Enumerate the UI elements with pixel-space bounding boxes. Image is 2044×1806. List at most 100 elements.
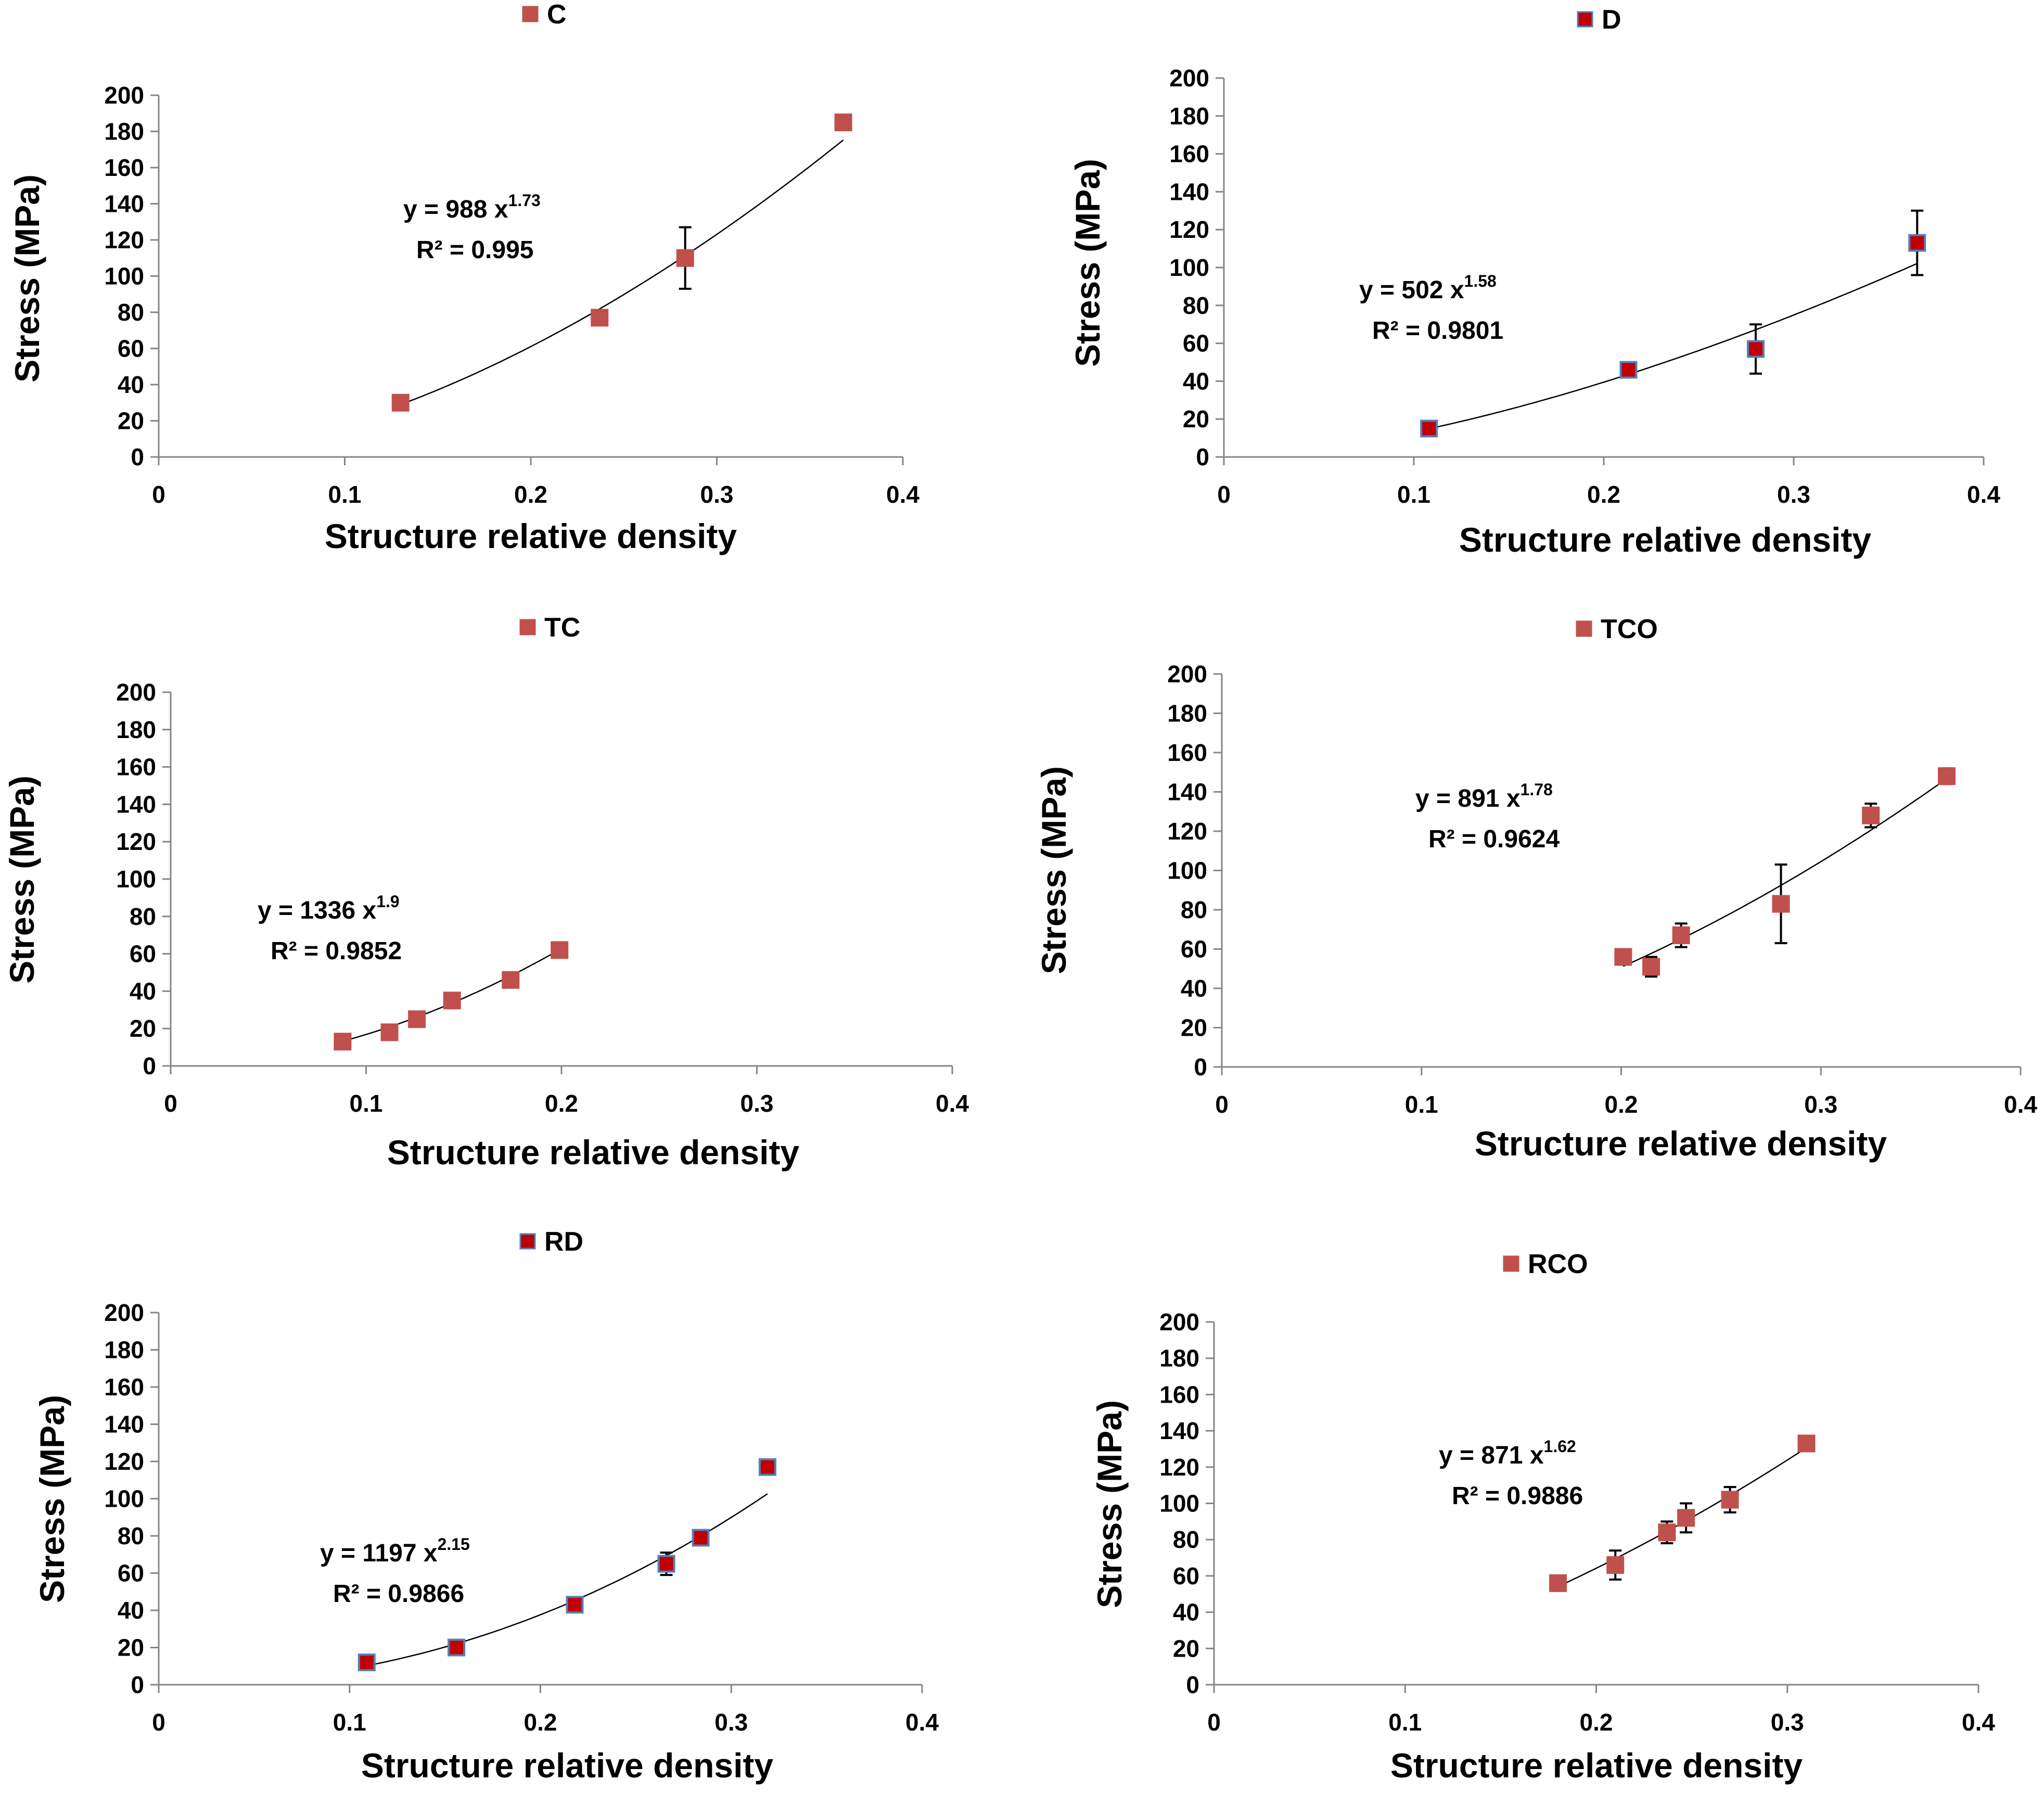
y-tick-label: 120 — [1167, 818, 1207, 845]
y-tick-label: 100 — [116, 866, 156, 893]
y-tick-label: 200 — [104, 82, 144, 109]
data-point — [357, 1654, 376, 1672]
data-point — [834, 113, 852, 132]
y-tick-label: 40 — [130, 977, 156, 1004]
x-tick-label: 0.1 — [328, 481, 362, 508]
y-tick-label: 40 — [1183, 367, 1209, 395]
x-tick-label: 0.1 — [350, 1090, 383, 1117]
fit-equation: y = 891 x1.78 — [1415, 780, 1553, 812]
y-tick-label: 80 — [1173, 1526, 1199, 1553]
legend-marker — [1576, 620, 1592, 637]
power-fit-curve — [1428, 263, 1918, 429]
data-point — [1772, 895, 1790, 913]
data-point — [676, 249, 694, 267]
data-point — [408, 1010, 426, 1028]
y-tick-label: 0 — [1196, 443, 1209, 470]
data-point — [1797, 1434, 1816, 1453]
legend-label: TC — [544, 613, 580, 643]
y-tick-label: 60 — [118, 335, 144, 362]
y-tick-label: 20 — [118, 408, 144, 435]
y-tick-label: 140 — [1159, 1417, 1199, 1444]
x-tick-label: 0.3 — [1804, 1091, 1837, 1118]
fit-r-squared: R² = 0.995 — [416, 236, 533, 264]
chart-rco: 0 20 40 60 80 100 120 140 160 180 200 0 0.1 0.2 0.3 0.4… — [1090, 1249, 1995, 1785]
y-tick-label: 200 — [104, 1299, 144, 1326]
fit-equation: y = 502 x1.58 — [1359, 272, 1497, 304]
y-tick-label: 100 — [104, 263, 144, 290]
chart-tco: 0 20 40 60 80 100 120 140 160 180 200 0 0.1 0.2 0.3 0.4… — [1034, 614, 2037, 1163]
y-tick-label: 180 — [104, 118, 144, 145]
y-tick-label: 160 — [1159, 1381, 1199, 1408]
y-tick-label: 20 — [1181, 1014, 1207, 1041]
y-tick-label: 20 — [1173, 1635, 1199, 1662]
x-axis-label: Structure relative density — [1459, 520, 1872, 559]
fit-equation: y = 1336 x1.9 — [258, 892, 400, 924]
chart-rd: 0 20 40 60 80 100 120 140 160 180 200 0 0.1 0.2 0.3 0.4… — [33, 1227, 939, 1785]
y-tick-label: 140 — [104, 1411, 144, 1438]
y-axis-label: Stress (MPa) — [1068, 159, 1107, 367]
data-point — [448, 1638, 466, 1657]
legend-label: RD — [544, 1227, 583, 1257]
data-point — [591, 309, 609, 327]
fit-r-squared: R² = 0.9852 — [271, 937, 402, 965]
data-point — [502, 971, 520, 989]
legend-marker — [519, 1233, 536, 1250]
x-tick-label: 0 — [1215, 1091, 1229, 1118]
y-tick-label: 140 — [1167, 779, 1207, 806]
y-tick-label: 20 — [118, 1634, 144, 1661]
x-tick-label: 0.1 — [1397, 481, 1430, 508]
y-tick-label: 80 — [118, 299, 144, 326]
y-tick-label: 80 — [118, 1522, 144, 1549]
y-tick-label: 60 — [1181, 936, 1207, 963]
x-tick-label: 0 — [1207, 1709, 1221, 1736]
y-tick-label: 200 — [1159, 1308, 1199, 1336]
y-tick-label: 120 — [116, 828, 156, 855]
y-tick-label: 100 — [1159, 1490, 1199, 1517]
data-point — [443, 991, 461, 1010]
y-tick-label: 60 — [1173, 1562, 1199, 1589]
legend-marker — [522, 6, 539, 22]
x-tick-label: 0.1 — [1405, 1091, 1438, 1118]
y-axis-label: Stress (MPa) — [3, 775, 41, 984]
y-tick-label: 120 — [1159, 1454, 1199, 1481]
x-tick-label: 0.2 — [524, 1709, 557, 1736]
chart-c: 0 20 40 60 80 100 120 140 160 180 200 0 0.1 0.2 0.3 0.4… — [8, 0, 919, 555]
chart-tc: 0 20 40 60 80 100 120 140 160 180 200 0 0.1 0.2 0.3 0.4… — [3, 613, 969, 1172]
data-point — [1642, 958, 1660, 976]
y-tick-label: 60 — [130, 940, 156, 968]
x-tick-label: 0.3 — [740, 1090, 774, 1117]
y-tick-label: 200 — [116, 679, 156, 706]
y-axis-label: Stress (MPa) — [1034, 766, 1073, 974]
y-axis-label: Stress (MPa) — [33, 1395, 71, 1603]
y-tick-label: 40 — [118, 371, 144, 398]
y-tick-label: 0 — [1186, 1671, 1199, 1698]
x-tick-label: 0.1 — [1388, 1709, 1422, 1736]
chart-d: 0 20 40 60 80 100 120 140 160 180 200 0 0.1 0.2 0.3 0.4… — [1068, 5, 2000, 559]
x-tick-label: 0 — [152, 1709, 165, 1736]
x-tick-label: 0.4 — [1967, 481, 2000, 508]
data-point — [380, 1023, 399, 1041]
y-axis-label: Stress (MPa) — [1090, 1400, 1129, 1608]
x-tick-label: 0.3 — [714, 1709, 748, 1736]
y-tick-label: 20 — [1183, 405, 1209, 433]
data-point — [692, 1529, 710, 1547]
y-tick-label: 20 — [130, 1015, 156, 1042]
fit-r-squared: R² = 0.9886 — [1452, 1482, 1583, 1510]
data-point — [758, 1458, 776, 1476]
y-tick-label: 180 — [1169, 103, 1209, 130]
x-tick-label: 0.4 — [886, 481, 919, 508]
x-axis-label: Structure relative density — [325, 517, 737, 555]
legend-label: C — [547, 0, 567, 30]
legend-marker — [1503, 1255, 1519, 1272]
x-axis-label: Structure relative density — [1390, 1746, 1803, 1785]
y-tick-label: 100 — [104, 1485, 144, 1512]
data-point — [1938, 767, 1956, 785]
legend-label: RCO — [1528, 1249, 1588, 1279]
x-tick-label: 0.3 — [700, 481, 734, 508]
y-tick-label: 100 — [1167, 857, 1207, 884]
y-tick-label: 40 — [1173, 1599, 1199, 1626]
y-tick-label: 140 — [104, 190, 144, 218]
data-point — [1420, 419, 1438, 438]
y-tick-label: 160 — [104, 1373, 144, 1401]
